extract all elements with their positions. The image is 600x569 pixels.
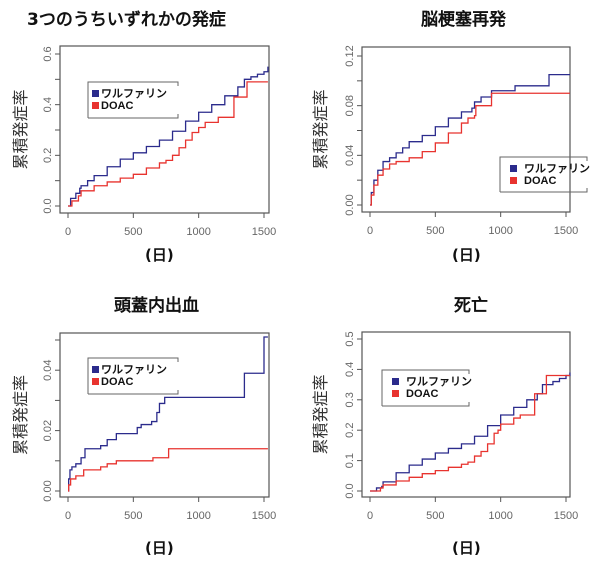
- x-axis-unit-label: (日): [452, 246, 481, 264]
- legend-label-doac: DOAC: [101, 100, 133, 112]
- legend-swatch-warfarin: [510, 165, 517, 172]
- x-tick-label: 1500: [252, 510, 276, 522]
- y-tick-label: 0.0: [344, 483, 356, 498]
- y-tick-label: 0.3: [344, 392, 356, 407]
- legend-border: [381, 369, 470, 406]
- x-tick-label: 500: [426, 510, 444, 522]
- y-axis-label: 累積発症率: [312, 89, 330, 169]
- legend-swatch-doac: [392, 390, 399, 397]
- x-tick-label: 1000: [488, 510, 512, 522]
- y-tick-label: 0.0: [42, 198, 54, 213]
- y-tick-label: 0.4: [344, 362, 356, 377]
- x-tick-label: 1500: [252, 226, 276, 238]
- x-tick-label: 0: [367, 510, 373, 522]
- x-tick-label: 0: [65, 510, 71, 522]
- series-line-warfarin: [370, 73, 570, 206]
- legend-swatch-warfarin: [92, 90, 99, 97]
- y-tick-label: 0.12: [344, 45, 356, 66]
- plot-frame: [59, 332, 270, 498]
- y-tick-label: 0.04: [42, 359, 54, 380]
- plot-frame: [361, 331, 571, 498]
- legend-border: [87, 357, 179, 394]
- x-tick-label: 1000: [186, 226, 210, 238]
- chart-title: 頭蓋内出血: [114, 296, 199, 316]
- legend-border: [88, 114, 179, 119]
- legend-label-doac: DOAC: [524, 175, 556, 187]
- legend-swatch-doac: [92, 102, 99, 109]
- series-line-doac: [370, 92, 570, 206]
- chart-title: 脳梗塞再発: [421, 10, 506, 30]
- chart-plot-death: 0.0 0.1 0.2 0.3 0.4 0.5 0 500 1000 1500 累積発症率 ワルファリ…: [312, 331, 578, 522]
- chart-plot-stroke-recurrence: 0.00 0.04 0.08 0.12 0 500 1000 1500 累積発症率ワルファリンD…: [312, 45, 590, 237]
- legend-swatch-doac: [92, 378, 99, 385]
- legend-swatch-warfarin: [392, 378, 399, 385]
- y-tick-label: 0.2: [42, 148, 54, 163]
- y-axis-label: 累積発症率: [12, 375, 30, 455]
- y-tick-label: 0.2: [344, 423, 356, 438]
- legend-border: [88, 390, 179, 395]
- y-axis-label: 累積発症率: [12, 89, 30, 169]
- x-tick-label: 0: [367, 225, 373, 237]
- x-axis-unit-label: (日): [145, 539, 174, 557]
- y-tick-label: 0.08: [344, 95, 356, 116]
- legend-label-warfarin: ワルファリン: [406, 375, 472, 388]
- y-tick-label: 0.00: [344, 194, 356, 215]
- x-axis-unit-label: (日): [452, 539, 481, 557]
- x-axis-unit-label: (日): [145, 246, 174, 264]
- plot-frame: [59, 45, 270, 214]
- legend-label-warfarin: ワルファリン: [524, 162, 590, 175]
- y-tick-label: 0.02: [42, 420, 54, 441]
- series-line-warfarin: [370, 372, 571, 492]
- legend-swatch-doac: [510, 177, 517, 184]
- series-line-warfarin: [68, 66, 269, 207]
- legend-label-doac: DOAC: [406, 388, 438, 400]
- y-tick-label: 0.4: [42, 97, 54, 112]
- y-tick-label: 0.04: [344, 145, 356, 166]
- y-tick-label: 0.00: [42, 480, 54, 501]
- chart-title: 死亡: [454, 296, 488, 316]
- x-tick-label: 1500: [554, 225, 578, 237]
- x-tick-label: 0: [65, 226, 71, 238]
- y-axis-label: 累積発症率: [312, 374, 330, 454]
- chart-title: 3つのうちいずれかの発症: [27, 10, 226, 30]
- x-tick-label: 1500: [554, 510, 578, 522]
- series-line-doac: [68, 448, 268, 492]
- x-tick-label: 1000: [488, 225, 512, 237]
- legend-border: [499, 156, 588, 192]
- y-tick-label: 0.1: [344, 453, 356, 468]
- legend-border: [382, 402, 470, 407]
- series-line-doac: [68, 81, 268, 207]
- legend-label-warfarin: ワルファリン: [101, 363, 167, 376]
- plot-frame: [361, 46, 571, 213]
- legend-border: [500, 188, 588, 193]
- legend-border: [87, 81, 179, 118]
- x-tick-label: 500: [124, 226, 142, 238]
- x-tick-label: 1000: [186, 510, 210, 522]
- y-tick-label: 0.5: [344, 331, 356, 346]
- series-line-doac: [370, 374, 570, 492]
- x-tick-label: 500: [124, 510, 142, 522]
- y-tick-label: 0.6: [42, 46, 54, 61]
- x-tick-label: 500: [426, 225, 444, 237]
- legend-label-warfarin: ワルファリン: [101, 87, 167, 100]
- legend-label-doac: DOAC: [101, 376, 133, 388]
- series-line-warfarin: [68, 336, 268, 492]
- legend-swatch-warfarin: [92, 366, 99, 373]
